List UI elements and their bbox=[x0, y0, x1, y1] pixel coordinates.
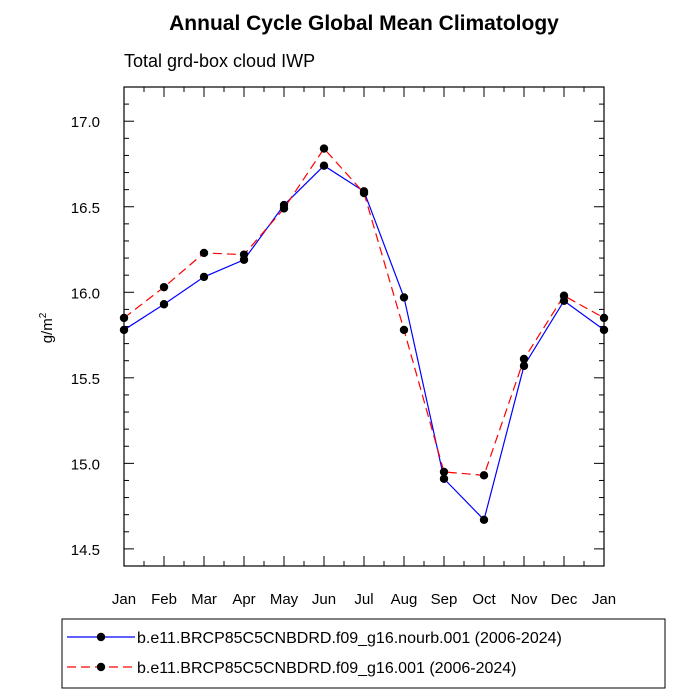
x-tick-label: Jul bbox=[354, 591, 373, 608]
series-2-point bbox=[199, 248, 209, 258]
x-tick-label: Sep bbox=[431, 591, 458, 608]
y-tick-label: 15.0 bbox=[71, 456, 100, 473]
legend-label-1: b.e11.BRCP85C5CNBDRD.f09_g16.nourb.001 (… bbox=[137, 630, 562, 647]
series-1-point bbox=[199, 272, 209, 282]
series-2-point bbox=[559, 291, 569, 300]
x-tick-label: Aug bbox=[391, 591, 418, 608]
x-tick-label: Feb bbox=[151, 591, 177, 608]
series-2-point bbox=[159, 282, 169, 292]
y-tick-label: 16.0 bbox=[71, 285, 100, 302]
y-axis-label-superscript: 2 bbox=[38, 312, 49, 318]
series-2-point bbox=[239, 250, 249, 259]
x-tick-label: Mar bbox=[191, 591, 217, 608]
x-tick-label: Nov bbox=[511, 591, 538, 608]
y-axis-label-text: g/m bbox=[39, 318, 56, 343]
series-1-point bbox=[399, 293, 409, 302]
y-tick-label: 17.0 bbox=[71, 114, 100, 131]
y-tick-label: 15.5 bbox=[71, 371, 100, 388]
legend-marker-1 bbox=[96, 632, 106, 642]
series-1-point bbox=[479, 515, 489, 525]
y-tick-label: 14.5 bbox=[71, 542, 100, 559]
x-tick-label: May bbox=[270, 591, 299, 608]
chart-subtitle: Total grd-box cloud IWP bbox=[124, 51, 315, 71]
legend-box bbox=[61, 618, 666, 689]
x-tick-label: Dec bbox=[551, 591, 578, 608]
legend-label-2: b.e11.BRCP85C5CNBDRD.f09_g16.001 (2006-2… bbox=[137, 660, 516, 677]
series-1-point bbox=[519, 361, 529, 371]
plot-frame bbox=[123, 86, 605, 567]
x-tick-label: Jan bbox=[592, 591, 616, 608]
x-tick-label: Jun bbox=[312, 591, 336, 608]
x-tick-label: Apr bbox=[232, 591, 255, 608]
series-2-point bbox=[439, 467, 449, 477]
series-2-point bbox=[399, 325, 409, 335]
chart-title: Annual Cycle Global Mean Climatology bbox=[169, 12, 559, 35]
series-line-2 bbox=[123, 147, 605, 476]
svg-text:g/m2: g/m2 bbox=[38, 312, 56, 343]
series-1-point bbox=[319, 161, 329, 170]
x-tick-label: Oct bbox=[472, 591, 496, 608]
y-axis-label: g/m2 bbox=[38, 312, 56, 343]
series-2-point bbox=[479, 471, 489, 480]
series-1-point bbox=[439, 474, 449, 483]
series-1-point bbox=[159, 300, 169, 309]
series-line-1 bbox=[123, 164, 605, 521]
series-2-point bbox=[319, 144, 329, 153]
legend-marker-2 bbox=[96, 662, 106, 672]
series-2-point bbox=[279, 204, 289, 213]
y-tick-label: 16.5 bbox=[71, 200, 100, 217]
x-tick-label: Jan bbox=[112, 591, 136, 608]
series-2-point bbox=[519, 354, 529, 364]
series-2-point bbox=[359, 188, 369, 198]
